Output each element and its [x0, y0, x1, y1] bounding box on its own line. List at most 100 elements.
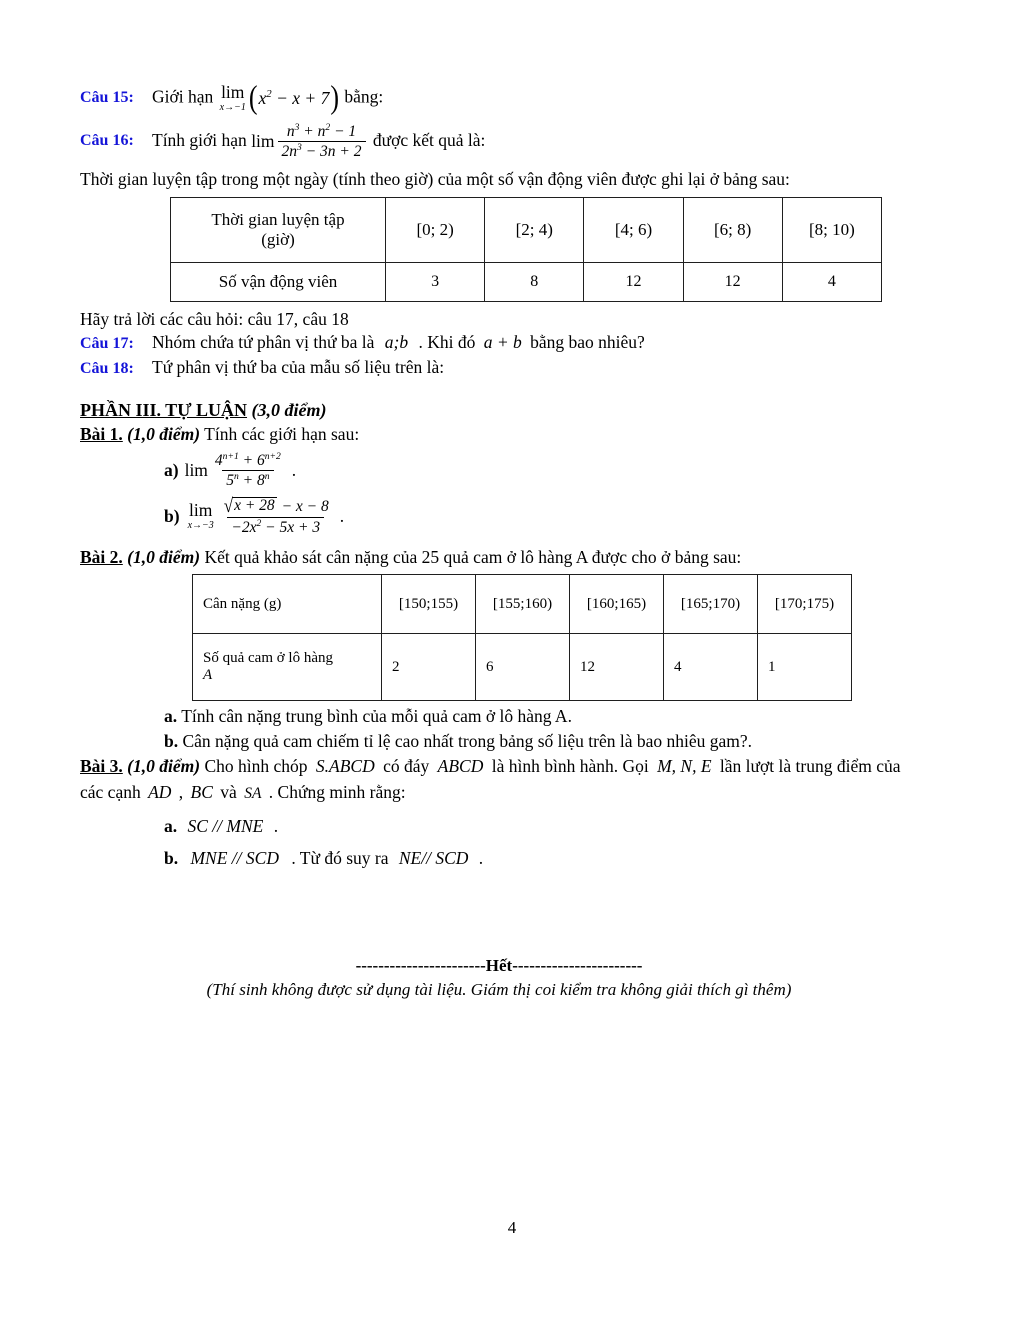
bai-3-math-SA: SA — [244, 784, 262, 802]
bai-3b-period: . — [478, 848, 484, 869]
limit-polynomial: x2 − x + 7 — [258, 87, 330, 108]
fraction-numerator: n3 + n2 − 1 — [286, 121, 357, 140]
bai-3-math-BC: BC — [190, 781, 213, 802]
bai-3b-mid-text: . Từ đó suy ra — [291, 848, 389, 869]
bai-3-text-3: là hình bình hành. Gọi — [491, 756, 649, 777]
bai-2b-text: Cân nặng quả cam chiếm tỉ lệ cao nhất tr… — [182, 730, 753, 751]
bai-1a-expression: a) lim 4n+1 + 6n+2 5n + 8n . — [164, 450, 296, 490]
table2-count-label-line1: Số quả cam ở lô hàng — [203, 650, 333, 667]
limit-symbol: lim — [251, 130, 275, 151]
bai-3-item-b: b. MNE // SCD . Từ đó suy ra NE// SCD . — [164, 847, 918, 869]
table2-count-1: 6 — [475, 633, 570, 702]
bai-3-text-7: . Chứng minh rằng: — [268, 781, 406, 802]
table2-count-3: 4 — [663, 633, 758, 702]
limit-symbol: lim — [188, 500, 213, 521]
question-15-label: Câu 15: — [80, 89, 134, 107]
limit-subscript: x→−1 — [219, 101, 246, 113]
fraction-denominator: 2n3 − 3n + 2 — [277, 140, 366, 160]
bai-3-math-AD: AD — [148, 781, 172, 802]
table1-count-4: 4 — [781, 261, 883, 302]
question-15-body: Giới hạn lim x→−1 ( x2 − x + 7 ) bằng: — [152, 78, 384, 116]
fraction: 4n+1 + 6n+2 5n + 8n — [211, 450, 285, 490]
paren-close: ) — [330, 78, 340, 116]
table1-count-1: 8 — [484, 261, 585, 302]
bai-3-math-MNE: M, N, E — [657, 756, 712, 777]
question-16-body: Tính giới hạn lim n3 + n2 − 1 2n3 − 3n +… — [152, 121, 486, 161]
limit-operator: lim x→−1 — [219, 82, 246, 113]
limit-symbol: lim — [184, 459, 208, 480]
fraction-numerator: 4n+1 + 6n+2 — [214, 450, 281, 469]
bai-3-points: (1,0 điểm) — [127, 756, 201, 777]
fraction-numerator: √ x + 28 − x − 8 — [223, 494, 329, 517]
bai-3b-math-2: NE// SCD — [398, 848, 469, 869]
radicand: x + 28 — [232, 497, 277, 515]
square-root: √ x + 28 — [223, 494, 277, 517]
question-18-text: Tứ phân vị thứ ba của mẫu số liệu trên l… — [152, 357, 445, 378]
orange-weight-table: Cân nặng (g) [150;155) [155;160) [160;16… — [192, 574, 852, 702]
table-row: Số quả cam ở lô hàng A 2 6 12 4 1 — [192, 633, 852, 702]
question-17-text-before: Nhóm chứa tứ phân vị thứ ba là — [152, 332, 375, 353]
bai-1-heading: Bài 1. (1,0 điểm) Tính các giới hạn sau: — [80, 423, 918, 445]
bai-1-points: (1,0 điểm) — [127, 424, 201, 445]
bai-2b-marker: b. — [164, 730, 179, 751]
table1-interval-1: [2; 4) — [484, 196, 585, 263]
bai-1-text: Tính các giới hạn sau: — [204, 424, 360, 445]
bai-2-heading: Bài 2. (1,0 điểm) Kết quả khảo sát cân n… — [80, 546, 918, 568]
question-15-trail: bằng: — [344, 86, 384, 107]
table2-count-label: Số quả cam ở lô hàng A — [192, 633, 382, 702]
bai-3-label: Bài 3. — [80, 756, 123, 777]
bai-3-comma: , — [178, 781, 184, 802]
limit-subscript: x→−3 — [187, 519, 214, 531]
answer-prompt: Hãy trả lời các câu hỏi: câu 17, câu 18 — [80, 308, 349, 329]
question-16-expression: lim n3 + n2 − 1 2n3 − 3n + 2 — [251, 121, 368, 161]
page-content: Câu 15: Giới hạn lim x→−1 ( x2 − x + 7 )… — [80, 78, 918, 1000]
bai-1b-marker: b) — [164, 506, 180, 527]
table2-count-0: 2 — [381, 633, 476, 702]
bai-2-points: (1,0 điểm) — [127, 547, 201, 568]
question-17-body: Nhóm chứa tứ phân vị thứ ba là a;b . Khi… — [152, 332, 645, 353]
bai-3-math-ABCD: ABCD — [437, 756, 484, 777]
bai-2-text: Kết quả khảo sát cân nặng của 25 quả cam… — [204, 547, 742, 568]
bai-3-heading: Bài 3. (1,0 điểm) Cho hình chóp S.ABCD c… — [80, 754, 918, 805]
bai-3-text-5: trung điểm của các cạnh — [80, 756, 901, 802]
bai-1-label: Bài 1. — [80, 424, 123, 445]
question-16-trail: được kết quả là: — [372, 129, 486, 150]
bai-3a-marker: a. — [164, 816, 178, 837]
bai-1a-marker: a) — [164, 459, 179, 480]
question-15-expression: lim x→−1 ( x2 − x + 7 ) — [218, 78, 340, 116]
bai-3-text-2: có đáy — [383, 756, 430, 777]
question-17-text-mid: . Khi đó — [418, 332, 476, 353]
table1-interval-2: [4; 6) — [583, 196, 684, 263]
question-18-label: Câu 18: — [80, 360, 134, 378]
question-17: Câu 17: Nhóm chứa tứ phân vị thứ ba là a… — [80, 332, 918, 353]
table2-interval-3: [165;170) — [663, 574, 758, 635]
limit-symbol: lim — [221, 82, 245, 102]
question-17-var1: a;b — [384, 332, 409, 353]
table1-header-label: Thời gian luyện tập (giờ) — [170, 196, 386, 263]
bai-3-item-a: a. SC // MNE . — [164, 815, 918, 837]
table-row: Số vận động viên 3 8 12 12 4 — [170, 261, 883, 302]
table1-interval-0: [0; 2) — [384, 196, 486, 263]
radical-symbol: √ — [223, 494, 234, 517]
bai-3-text-6: và — [220, 781, 237, 802]
bai-1b-period: . — [339, 506, 345, 527]
bai-1-item-a: a) lim 4n+1 + 6n+2 5n + 8n . — [164, 450, 918, 490]
exam-note: (Thí sinh không được sử dụng tài liệu. G… — [206, 979, 792, 999]
table2-count-label-line2: A — [203, 667, 213, 684]
question-18: Câu 18: Tứ phân vị thứ ba của mẫu số liệ… — [80, 357, 918, 378]
table2-interval-0: [150;155) — [381, 574, 476, 635]
table1-count-0: 3 — [384, 261, 486, 302]
end-label: Hết — [485, 955, 513, 975]
part-3-heading-points: (3,0 điểm) — [251, 400, 327, 421]
table2-count-2: 12 — [569, 633, 664, 702]
table1-count-2: 12 — [583, 261, 684, 302]
table1-count-label: Số vận động viên — [170, 261, 386, 302]
bai-2a-marker: a. — [164, 706, 178, 727]
bai-2-item-a: a. Tính cân nặng trung bình của mỗi quả … — [164, 705, 918, 727]
table2-interval-4: [170;175) — [757, 574, 852, 635]
table2-weight-label: Cân nặng (g) — [192, 574, 382, 635]
bai-1-item-b: b) lim x→−3 √ x + 28 − x − 8 −2x2 − 5x +… — [164, 494, 918, 536]
bai-3-math-SABCD: S.ABCD — [315, 756, 375, 777]
question-17-text-after: bằng bao nhiêu? — [530, 332, 645, 353]
